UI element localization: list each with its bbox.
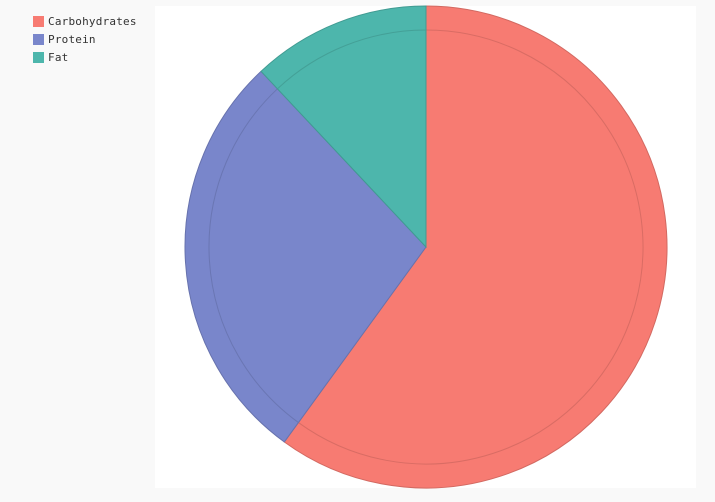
- legend-item-fat[interactable]: Fat: [33, 48, 137, 66]
- legend-swatch-carbohydrates: [33, 15, 44, 27]
- pie-slice-fat[interactable]: [260, 5, 427, 249]
- legend-label-protein: Protein: [48, 32, 96, 46]
- pie-slice-carbohydrates[interactable]: [283, 5, 668, 489]
- legend-swatch-fat: [33, 51, 44, 63]
- pie-slice-ring-carbohydrates: [298, 29, 644, 465]
- legend-item-protein[interactable]: Protein: [33, 30, 137, 48]
- pie-slice-ring-protein: [208, 88, 299, 423]
- legend-item-carbohydrates[interactable]: Carbohydrates: [33, 12, 137, 30]
- legend-swatch-protein: [33, 33, 44, 45]
- legend-label-fat: Fat: [48, 50, 69, 64]
- pie-slice-ring-fat: [277, 29, 427, 90]
- pie-slice-protein[interactable]: [184, 70, 427, 443]
- legend: Carbohydrates Protein Fat: [33, 12, 137, 66]
- legend-label-carbohydrates: Carbohydrates: [48, 14, 137, 28]
